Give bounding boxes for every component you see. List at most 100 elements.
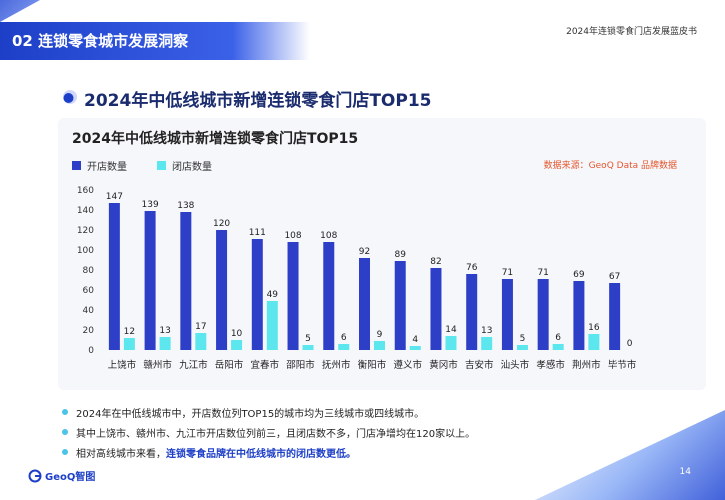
geoq-logo: GeoQ智图 [28,468,95,483]
bullet-item: 2024年在中低线城市中，开店数位列TOP15的城市均为三线城市或四线城市。 [62,402,475,422]
y-tick-label: 40 [83,306,95,316]
heading-bullet-icon [63,90,77,104]
bullet-list: 2024年在中低线城市中，开店数位列TOP15的城市均为三线城市或四线城市。 其… [62,402,475,462]
bar-open [573,281,585,350]
page-number: 14 [679,467,691,477]
data-label-open: 71 [537,268,548,278]
header-band [0,22,310,60]
legend-item-close: 闭店数量 [157,158,212,173]
bullet-text: 其中上饶市、赣州市、九江市开店数位列前三，且闭店数不多，门店净增均在120家以上… [76,428,476,440]
section-title: 02 连锁零食城市发展洞察 [12,32,189,50]
data-label-close: 0 [627,339,633,349]
bar-open [287,242,299,350]
bar-open [501,279,513,350]
corner-decoration [0,0,40,22]
bar-close [266,301,278,350]
chart-title: 2024年中低线城市新增连锁零食门店TOP15 [72,131,359,147]
x-category-label: 吉安市 [465,359,494,371]
data-label-close: 6 [555,333,561,343]
data-label-close: 49 [267,290,279,300]
data-label-close: 6 [341,333,347,343]
bar-close [552,344,564,350]
x-category-label: 赣州市 [143,359,172,371]
x-category-label: 邵阳市 [286,359,315,371]
bar-open [216,230,228,350]
bar-open [251,239,263,350]
data-label-close: 13 [159,326,170,336]
bar-close [409,346,421,350]
bar-close [374,341,385,350]
data-label-open: 147 [106,192,123,202]
y-tick-label: 100 [77,246,94,256]
bullet-item: 相对高线城市来看， 连锁零食品牌在中低线城市的闭店数更低。 [62,442,475,462]
bar-open [394,261,406,350]
x-category-label: 九江市 [179,359,208,371]
chart-legend: 开店数量 闭店数量 [72,158,212,173]
bar-open [466,274,478,350]
legend-swatch-open [72,161,81,170]
legend-item-open: 开店数量 [72,158,127,173]
x-category-label: 衡阳市 [358,359,387,371]
bar-close [302,345,314,350]
y-tick-label: 140 [77,206,94,216]
data-label-open: 120 [213,219,230,229]
bar-close [481,337,493,350]
bar-open [430,268,442,350]
bar-chart: 0 20 40 60 80 100 120 140 160 147 12 上饶市 139 13 赣州市 138… [77,186,637,371]
legend-label-open: 开店数量 [87,162,127,173]
x-category-label: 汕头市 [501,359,530,371]
bar-open [180,212,192,350]
data-label-open: 76 [466,263,478,273]
x-category-label: 遵义市 [393,359,422,371]
data-label-close: 17 [195,322,206,332]
y-tick-label: 60 [83,286,95,296]
x-category-label: 毕节市 [608,359,637,371]
logo-text: GeoQ智图 [45,472,96,483]
data-label-open: 69 [573,270,585,280]
bar-open [609,283,621,350]
bar-close [123,338,135,350]
y-tick-label: 160 [77,186,94,196]
x-category-label: 岳阳市 [215,359,244,371]
data-label-open: 111 [249,228,266,238]
x-category-label: 抚州市 [322,359,351,371]
report-title: 2024年连锁零食门店发展蓝皮书 [566,27,697,37]
bar-open [323,242,335,350]
data-label-open: 108 [320,231,337,241]
data-label-close: 4 [412,335,418,345]
x-category-label: 孝感市 [536,359,565,371]
bar-close [588,334,600,350]
data-label-open: 139 [142,200,159,210]
data-label-close: 9 [377,330,383,340]
data-label-open: 67 [609,272,620,282]
data-label-open: 138 [177,201,194,211]
y-tick-label: 80 [83,266,95,276]
bar-close [338,344,350,350]
bullet-text: 2024年在中低线城市中，开店数位列TOP15的城市均为三线城市或四线城市。 [76,408,425,420]
data-label-close: 5 [520,334,526,344]
data-label-close: 12 [124,327,135,337]
source-note: 数据来源：GeoQ Data 品牌数据 [543,161,677,171]
data-label-close: 14 [445,325,457,335]
data-label-open: 71 [502,268,513,278]
x-category-label: 上饶市 [108,359,137,371]
bar-close [231,340,243,350]
data-label-close: 5 [305,334,311,344]
x-category-label: 黄冈市 [429,359,458,371]
bar-close [516,345,528,350]
bar-open [537,279,549,350]
data-label-open: 82 [430,257,441,267]
y-tick-label: 120 [77,226,94,236]
data-label-open: 89 [395,250,407,260]
bullet-dot-icon [62,409,68,415]
bar-close [159,337,171,350]
data-label-close: 10 [231,329,243,339]
bullet-dot-icon [62,449,68,455]
y-tick-label: 20 [83,326,95,336]
bar-close [195,333,207,350]
x-category-label: 宜春市 [251,359,280,371]
logo-mark-icon [28,469,42,482]
data-label-close: 16 [588,323,600,333]
bullet-item: 其中上饶市、赣州市、九江市开店数位列前三，且闭店数不多，门店净增均在120家以上… [62,422,475,442]
